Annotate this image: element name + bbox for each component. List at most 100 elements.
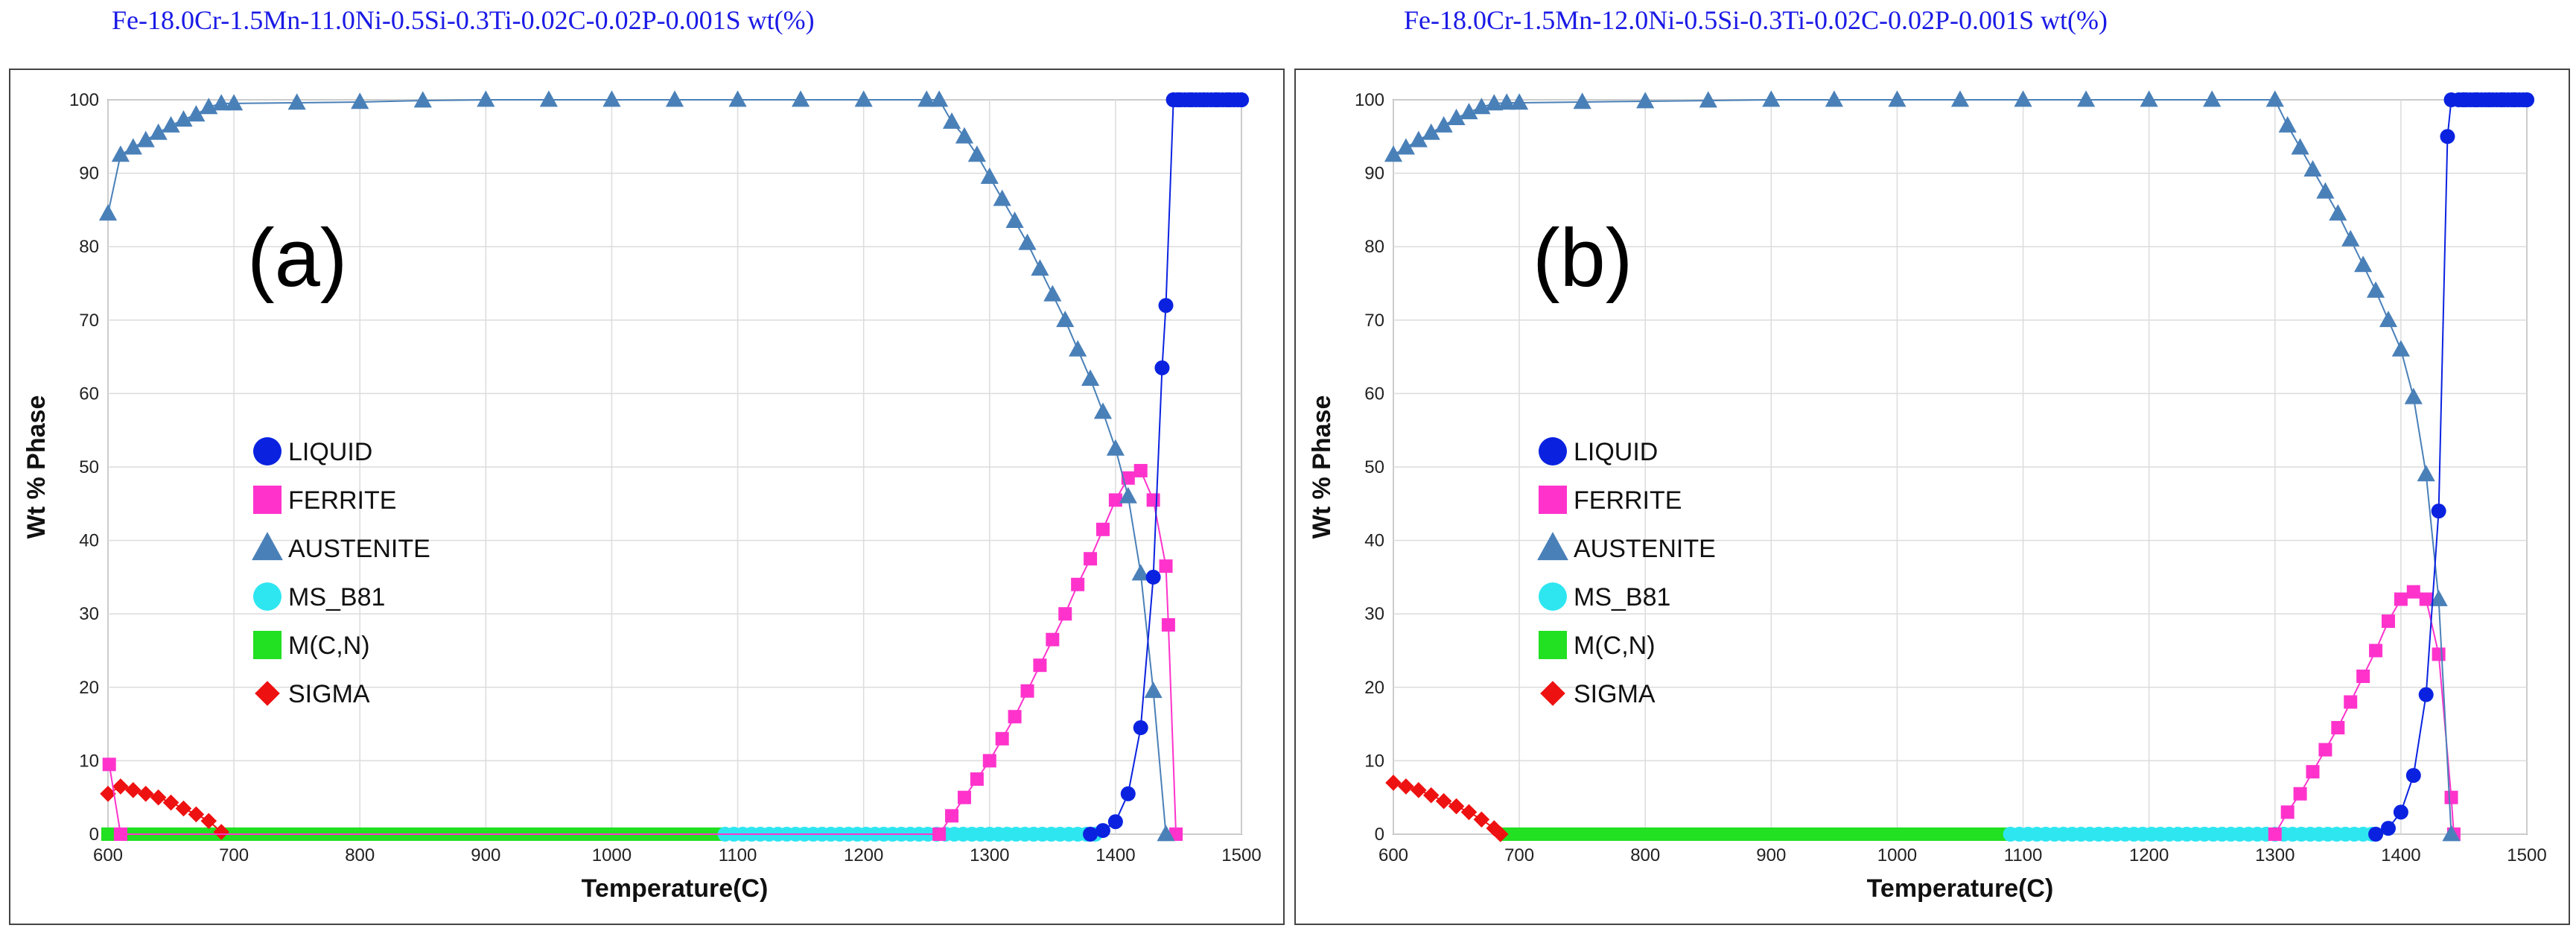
data-point-austenite — [665, 90, 684, 107]
data-point-sigma — [1460, 804, 1478, 821]
data-point-ferrite — [2419, 592, 2433, 606]
legend-label-sigma: SIGMA — [1574, 680, 1656, 708]
data-point-ferrite — [2344, 695, 2358, 709]
legend-marker-m-c-n — [253, 631, 282, 659]
data-point-liquid — [1234, 92, 1249, 107]
legend-label-austenite: AUSTENITE — [288, 535, 430, 563]
legend-marker-austenite — [252, 532, 283, 561]
data-point-austenite — [1106, 439, 1125, 456]
data-point-sigma — [175, 800, 192, 817]
data-point-austenite — [351, 92, 369, 109]
data-point-austenite — [1636, 92, 1655, 109]
data-point-sigma — [1473, 811, 1490, 828]
data-point-austenite — [1081, 369, 1100, 387]
data-point-ferrite — [2432, 647, 2446, 661]
data-point-ferrite — [2306, 765, 2320, 779]
data-point-ferrite — [2318, 743, 2332, 757]
data-point-ferrite — [2293, 787, 2307, 801]
data-point-austenite — [477, 90, 495, 107]
data-point-liquid — [2368, 827, 2384, 842]
x-axis-label: Temperature(C) — [1867, 874, 2054, 903]
data-point-austenite — [942, 112, 961, 129]
data-point-ferrite — [1133, 463, 1148, 477]
data-point-austenite — [2391, 340, 2410, 357]
legend-label-m-c-n: M(C,N) — [1574, 632, 1656, 660]
data-point-austenite — [792, 90, 810, 107]
data-point-ferrite — [970, 772, 984, 787]
y-tick-label: 20 — [79, 678, 99, 698]
y-tick-label: 60 — [1364, 384, 1384, 404]
data-point-austenite — [1485, 94, 1504, 111]
data-point-ferrite — [2444, 790, 2458, 804]
chart-a: 0 10 20 30 40 50 60 70 80 90 100 600 700 800 900 1000 11… — [22, 90, 1262, 903]
series-m-c-n — [1500, 827, 2009, 841]
data-point-austenite — [1384, 145, 1403, 162]
x-tick-label: 1300 — [2255, 845, 2294, 865]
y-tick-label: 60 — [79, 384, 99, 404]
series-line-sigma — [1393, 782, 1501, 835]
data-point-austenite — [225, 94, 244, 111]
data-point-sigma — [200, 813, 217, 830]
data-point-austenite — [2291, 138, 2309, 155]
data-point-liquid — [2519, 92, 2534, 107]
data-point-sigma — [213, 824, 229, 840]
data-point-sigma — [1385, 775, 1402, 791]
y-tick-label: 50 — [1364, 457, 1384, 477]
data-point-austenite — [854, 90, 873, 107]
legend-marker-liquid — [1539, 437, 1567, 466]
legend-label-ferrite: FERRITE — [1574, 486, 1682, 515]
y-tick-label: 100 — [1355, 90, 1384, 110]
y-tick-label: 50 — [79, 457, 99, 477]
x-tick-label: 1100 — [2004, 845, 2043, 865]
data-point-austenite — [136, 130, 155, 147]
y-tick-label: 0 — [1375, 824, 1384, 845]
data-point-austenite — [1157, 824, 1175, 842]
data-point-ferrite — [2268, 827, 2282, 841]
data-point-austenite — [2316, 182, 2335, 199]
x-tick-label: 700 — [219, 845, 249, 865]
y-tick-label: 90 — [1364, 164, 1384, 184]
data-point-austenite — [1447, 109, 1466, 125]
data-point-liquid — [2393, 804, 2408, 820]
y-axis-label: Wt % Phase — [1308, 395, 1336, 539]
y-tick-label: 20 — [1364, 678, 1384, 698]
y-tick-label: 80 — [79, 237, 99, 257]
data-point-ferrite — [1161, 617, 1175, 632]
x-tick-label: 800 — [345, 845, 375, 865]
legend-marker-ms-b81 — [1539, 582, 1567, 611]
data-point-ferrite — [1095, 522, 1110, 536]
x-tick-label: 1000 — [1877, 845, 1917, 865]
data-point-liquid — [1145, 569, 1161, 585]
y-tick-label: 70 — [1364, 311, 1384, 331]
chart-b-title: Fe-18.0Cr-1.5Mn-12.0Ni-0.5Si-0.3Ti-0.02C… — [1404, 5, 2108, 35]
data-point-austenite — [1031, 259, 1049, 276]
data-point-liquid — [1133, 720, 1148, 736]
data-point-ferrite — [2331, 721, 2345, 735]
data-point-sigma — [1411, 782, 1427, 798]
data-point-austenite — [1131, 564, 1150, 581]
data-point-austenite — [1434, 115, 1453, 133]
data-point-austenite — [967, 145, 986, 162]
data-point-austenite — [993, 189, 1011, 206]
data-point-austenite — [124, 138, 142, 155]
data-point-austenite — [1422, 123, 1440, 140]
data-point-austenite — [2329, 204, 2347, 221]
data-point-austenite — [1825, 90, 1843, 107]
data-point-austenite — [1396, 138, 1416, 155]
data-point-austenite — [98, 204, 118, 221]
data-point-liquid — [1158, 298, 1174, 314]
data-point-liquid — [1154, 360, 1170, 375]
legend-marker-ferrite — [253, 486, 282, 514]
y-tick-label: 40 — [79, 531, 99, 551]
data-point-austenite — [1069, 340, 1087, 357]
data-point-austenite — [413, 91, 432, 108]
data-point-ferrite — [2381, 614, 2395, 629]
x-tick-label: 1000 — [592, 845, 632, 865]
x-tick-label: 1300 — [970, 845, 1009, 865]
x-tick-label: 1500 — [1221, 845, 1261, 865]
x-tick-label: 600 — [1378, 845, 1408, 865]
series-ferrite — [2268, 585, 2461, 841]
series-line-ferrite — [2274, 591, 2455, 835]
data-point-austenite — [2341, 229, 2360, 247]
data-point-ferrite — [1033, 658, 1047, 673]
